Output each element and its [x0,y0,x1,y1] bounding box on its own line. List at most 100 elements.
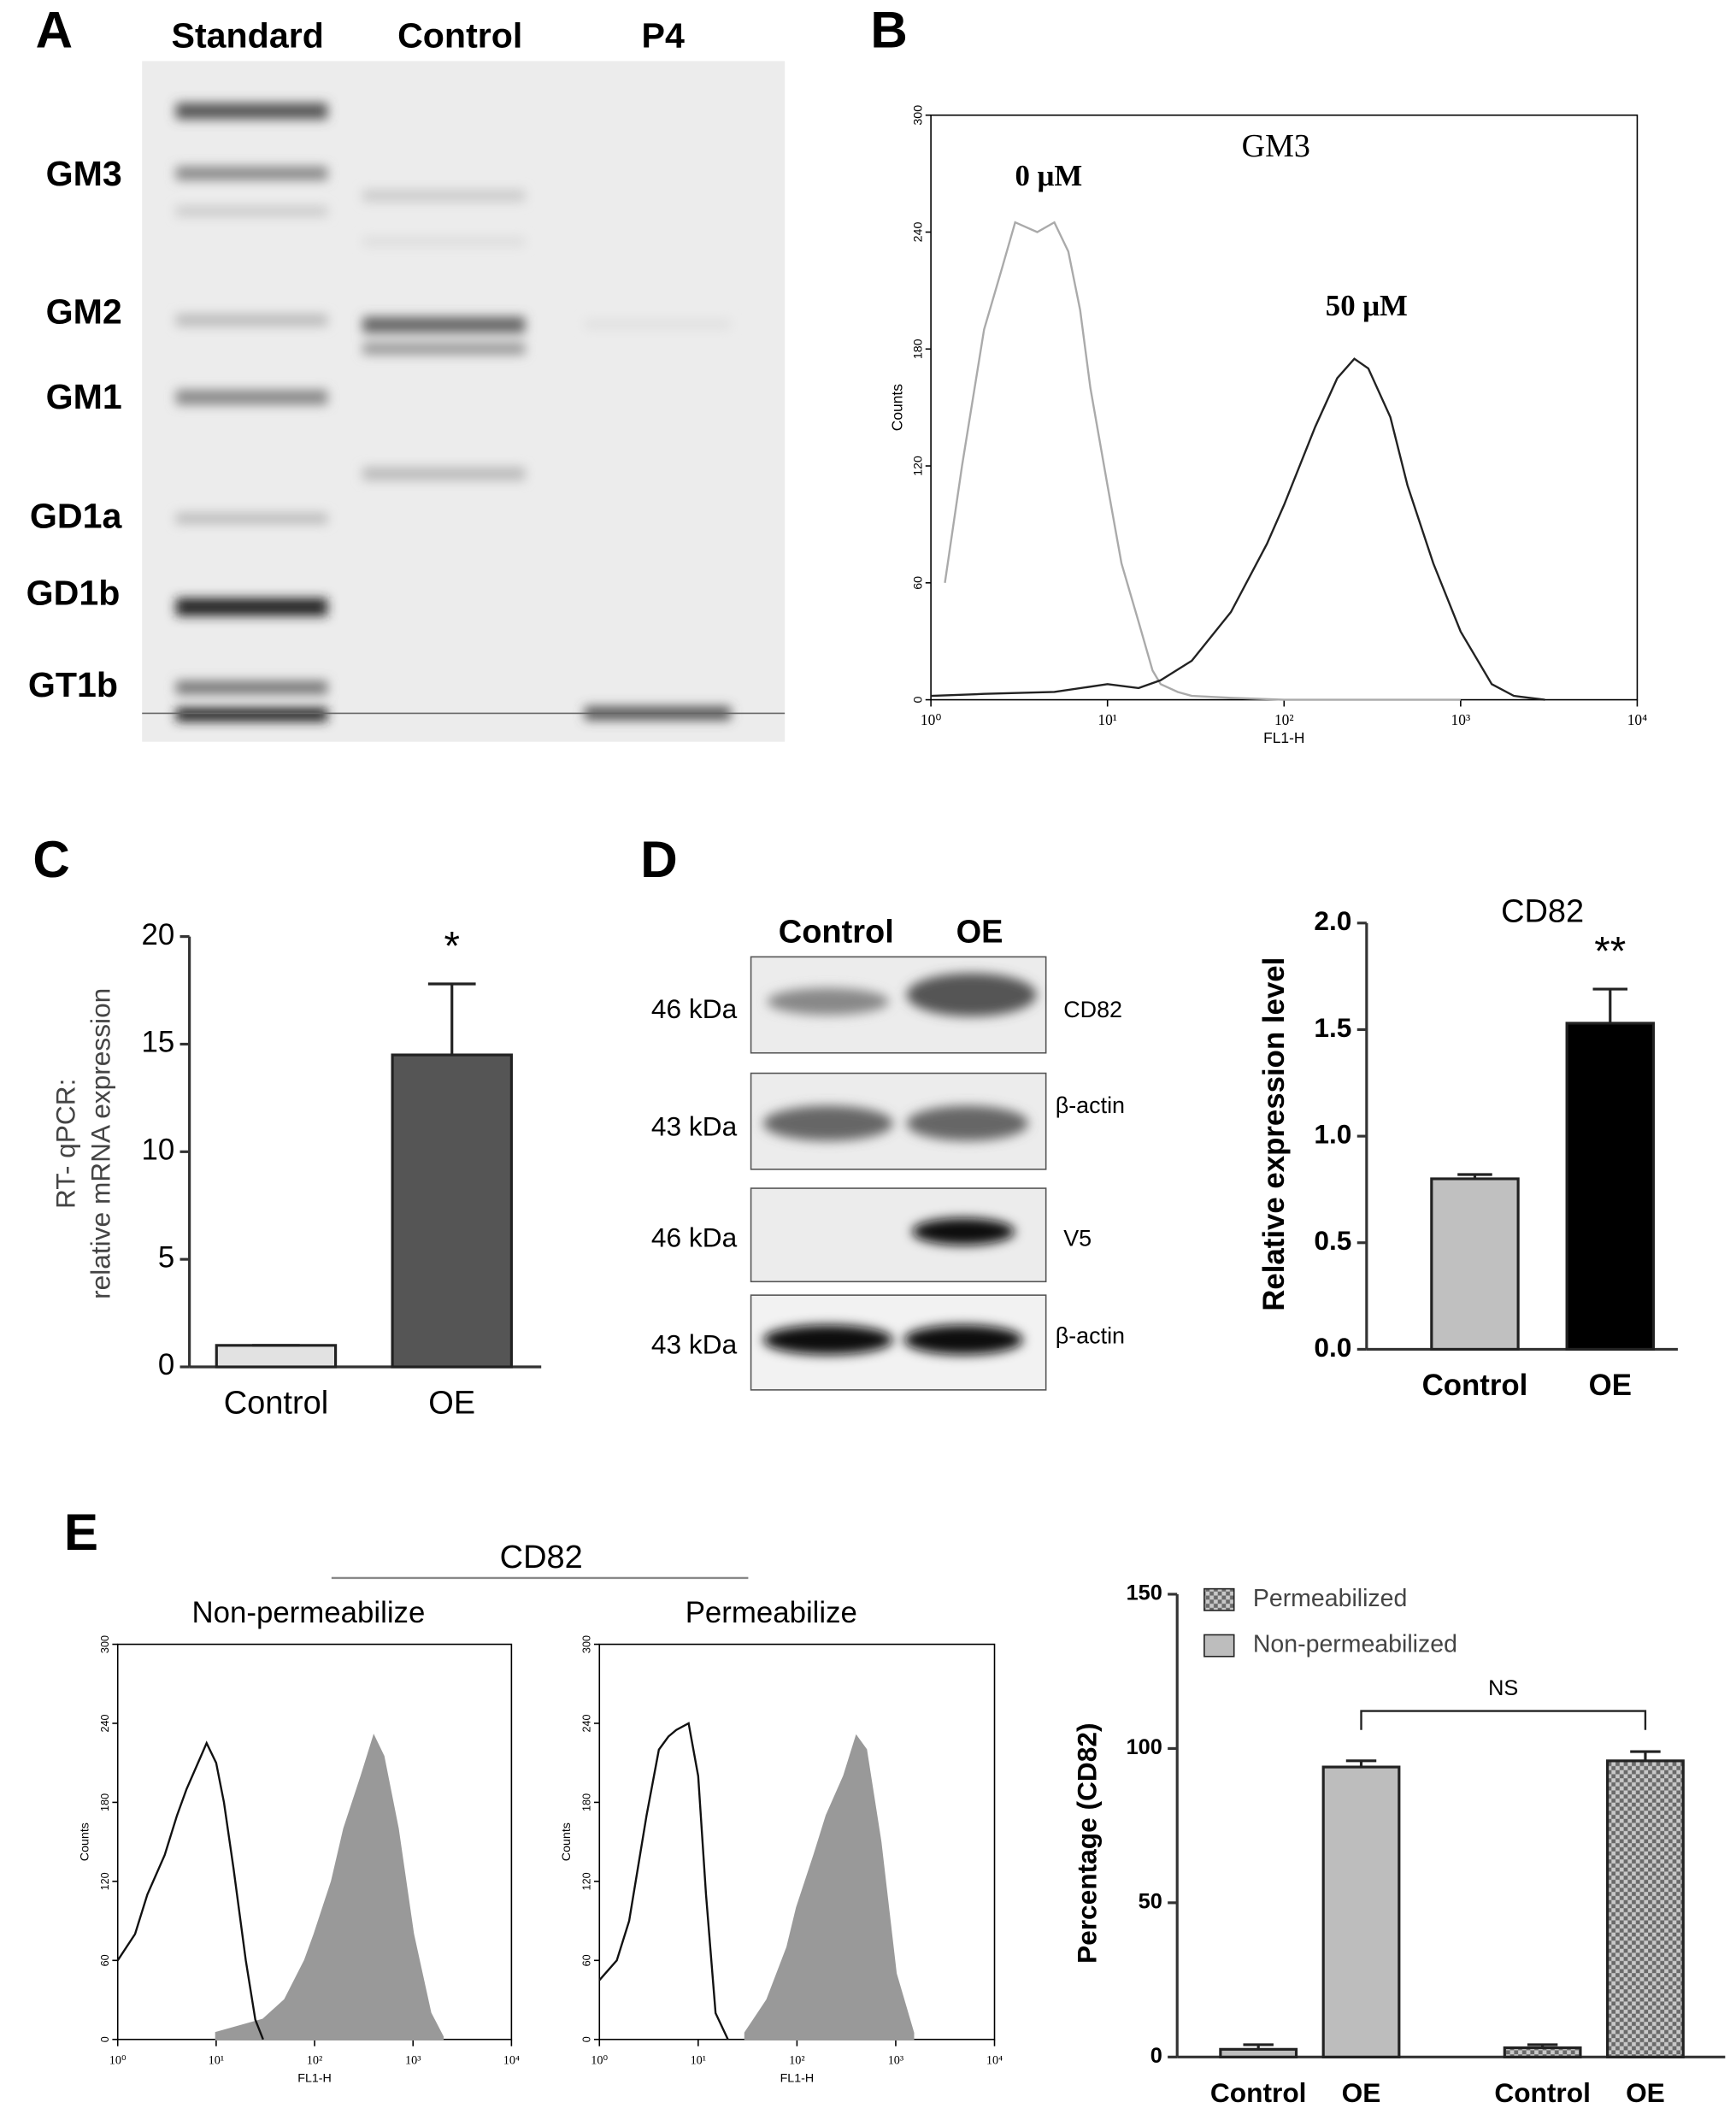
y-tick-label: 1.5 [1314,1012,1351,1043]
x-tick-label: Control [1210,2077,1307,2108]
x-tick-label: OE [1342,2077,1381,2108]
error-bar [1457,1173,1492,1179]
chart-title: Permeabilize [686,1596,857,1629]
x-tick-label: 10⁰ [109,2053,127,2067]
x-tick-label: 10⁰ [921,711,941,728]
x-tick-label: Control [1422,1369,1528,1402]
x-tick-label: Control [1494,2077,1591,2108]
y-tick-label: 240 [912,222,926,243]
blot-size: 46 kDa [651,993,738,1024]
y-axis-label: Counts [889,384,906,431]
y-tick-label: 150 [1127,1581,1162,1605]
blot-size: 43 kDa [651,1111,738,1142]
y-tick-label: 120 [912,456,926,476]
panel-label: D [640,831,677,888]
histogram [116,1740,264,2040]
histogram [944,221,1461,701]
y-tick-label: 120 [580,1872,592,1890]
panel-label: C [32,831,69,888]
lane-label: P4 [642,15,685,55]
blot-label: CD82 [1063,997,1122,1022]
y-tick-label: 0 [158,1348,174,1381]
x-tick-label: 10¹ [209,2053,225,2067]
annotation: NS [1488,1676,1518,1700]
band-label: GT1b [28,665,118,704]
y-tick-label: 0 [99,2036,111,2042]
y-tick-label: 0 [580,2036,592,2042]
x-tick-label: OE [1589,1369,1632,1402]
band-label: GM3 [46,154,122,193]
x-tick-label: 10³ [1451,711,1471,728]
y-tick-label: 180 [580,1793,592,1811]
bar [391,1053,513,1369]
bar [1430,1177,1520,1351]
x-tick-label: 10³ [405,2053,421,2067]
blot [750,956,1047,1391]
x-tick-label: Control [224,1385,328,1421]
y-axis-label: RT- qPCR: [50,1079,81,1209]
error-bar [1630,1750,1661,1761]
bar [1503,2046,1582,2058]
histogram [931,357,1545,701]
error-bar [427,982,476,1056]
y-tick-label: 300 [912,105,926,126]
blot-label: V5 [1063,1225,1092,1251]
y-axis-label: Percentage (CD82) [1072,1722,1103,1964]
panel-label: B [870,2,907,59]
x-tick-label: 10² [307,2053,323,2067]
x-tick-label: 10² [789,2053,805,2067]
y-axis-label: Counts [78,1823,91,1861]
blot-column: OE [956,914,1003,950]
significance-bracket [1360,1710,1647,1730]
y-tick-label: 100 [1127,1735,1162,1759]
chart-title: CD82 [1501,894,1584,930]
y-tick-label: 180 [912,339,926,359]
y-tick-label: 20 [141,918,174,951]
bar [215,1344,338,1369]
x-tick-label: 10¹ [691,2053,707,2067]
histogram [598,1722,729,2040]
band-label: GM2 [46,291,122,331]
x-tick-label: 10² [1274,711,1294,728]
panel-label: A [36,2,73,59]
x-tick-label: 10¹ [1098,711,1117,728]
y-tick-label: 2.0 [1314,905,1351,936]
error-bar [1345,1759,1377,1768]
y-tick-label: 60 [912,576,926,590]
x-tick-label: 10⁴ [1627,711,1647,728]
blot-size: 46 kDa [651,1222,738,1253]
y-axis-label: relative mRNA expression [85,988,116,1299]
y-tick-label: 5 [158,1240,174,1274]
histogram [215,1734,444,2040]
y-tick-label: 120 [99,1872,111,1890]
x-tick-label: 10⁴ [986,2053,1003,2067]
legend-swatch [1203,1634,1235,1658]
y-tick-label: 240 [580,1714,592,1732]
band-label: GM1 [46,377,122,416]
legend-swatch [1203,1587,1235,1611]
y-axis-label: Counts [560,1823,574,1861]
error-bar [1527,2043,1558,2048]
blot-size: 43 kDa [651,1329,738,1360]
band-label: GD1a [30,496,123,535]
bar [1606,1759,1685,2058]
y-tick-label: 300 [580,1635,592,1653]
bar [1321,1765,1401,2058]
x-axis-label: FL1-H [1263,729,1304,746]
band-label: GD1b [26,574,121,613]
legend-label: Permeabilized [1253,1585,1408,1612]
y-tick-label: 180 [99,1793,111,1811]
y-tick-label: 60 [580,1954,592,1966]
annotation: ** [1594,928,1626,974]
x-tick-label: 10⁴ [503,2053,520,2067]
series-label: 50 μM [1326,289,1408,322]
flow-header: CD82 [500,1540,583,1575]
x-axis-label: FL1-H [780,2071,815,2085]
error-bar [1592,987,1628,1023]
x-axis-label: FL1-H [297,2071,332,2085]
y-tick-label: 0 [912,697,926,704]
bar [1565,1022,1656,1351]
y-axis-label: Relative expression level [1257,957,1291,1311]
bar [1219,2047,1298,2058]
